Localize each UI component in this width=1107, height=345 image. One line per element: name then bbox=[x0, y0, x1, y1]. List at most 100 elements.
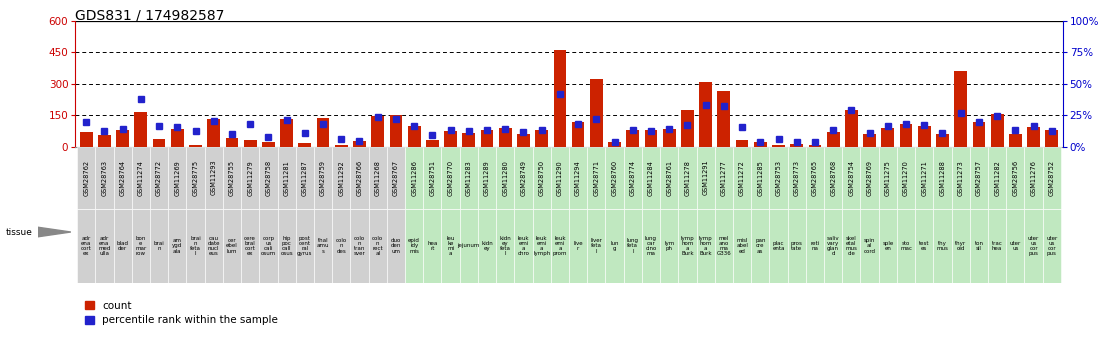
Bar bbox=[824, 147, 842, 209]
Bar bbox=[205, 209, 223, 283]
Bar bbox=[515, 147, 532, 209]
Text: GSM11281: GSM11281 bbox=[283, 160, 290, 196]
Bar bbox=[241, 147, 259, 209]
Text: leuk
emi
a
prom: leuk emi a prom bbox=[552, 236, 567, 256]
Text: bon
e
mar
row: bon e mar row bbox=[135, 236, 146, 256]
Bar bbox=[623, 209, 642, 283]
Text: GSM11291: GSM11291 bbox=[703, 160, 708, 196]
Text: colo
n
rect
al: colo n rect al bbox=[372, 236, 383, 256]
Text: kidn
ey
feta
l: kidn ey feta l bbox=[499, 236, 511, 256]
Bar bbox=[660, 209, 679, 283]
Text: GSM11285: GSM11285 bbox=[757, 160, 764, 196]
Text: lymp
hom
a
Burk: lymp hom a Burk bbox=[681, 236, 694, 256]
Bar bbox=[132, 209, 149, 283]
Text: epid
idy
mis: epid idy mis bbox=[408, 238, 420, 254]
Bar bbox=[444, 131, 457, 147]
Text: GSM11290: GSM11290 bbox=[557, 160, 562, 196]
Text: tissue: tissue bbox=[6, 227, 32, 237]
Text: GSM11288: GSM11288 bbox=[940, 160, 945, 196]
Bar bbox=[554, 50, 567, 147]
Text: GSM28775: GSM28775 bbox=[193, 160, 198, 196]
Bar bbox=[973, 122, 985, 147]
Bar bbox=[1024, 147, 1043, 209]
Bar bbox=[332, 209, 351, 283]
Bar bbox=[405, 209, 423, 283]
Text: GSM28774: GSM28774 bbox=[630, 160, 635, 196]
Text: GSM28761: GSM28761 bbox=[666, 160, 672, 196]
Bar bbox=[970, 147, 989, 209]
Bar bbox=[551, 209, 569, 283]
Bar bbox=[752, 147, 769, 209]
Bar bbox=[278, 209, 296, 283]
Text: reti
na: reti na bbox=[810, 241, 819, 251]
Bar bbox=[423, 209, 442, 283]
Text: post
cent
ral
gyrus: post cent ral gyrus bbox=[297, 236, 312, 256]
Text: hip
poc
call
osus: hip poc call osus bbox=[280, 236, 293, 256]
Bar bbox=[842, 209, 860, 283]
Bar bbox=[132, 147, 149, 209]
Text: GSM11270: GSM11270 bbox=[903, 160, 909, 196]
Bar bbox=[933, 147, 952, 209]
Text: live
r: live r bbox=[573, 241, 583, 251]
Text: GSM11282: GSM11282 bbox=[994, 160, 1000, 196]
Text: GSM28759: GSM28759 bbox=[320, 160, 327, 196]
Bar bbox=[991, 114, 1004, 147]
Bar bbox=[390, 115, 402, 147]
Bar bbox=[954, 71, 968, 147]
Bar bbox=[644, 130, 658, 147]
Text: GSM11289: GSM11289 bbox=[484, 160, 490, 196]
Bar bbox=[114, 147, 132, 209]
Text: corp
us
cali
osum: corp us cali osum bbox=[261, 236, 276, 256]
Text: GSM11283: GSM11283 bbox=[466, 160, 472, 196]
Bar bbox=[168, 209, 186, 283]
Bar bbox=[223, 147, 241, 209]
Bar bbox=[95, 147, 114, 209]
Text: ton
sil: ton sil bbox=[974, 241, 983, 251]
Bar bbox=[423, 147, 442, 209]
Bar bbox=[278, 147, 296, 209]
Text: uter
us: uter us bbox=[1010, 241, 1021, 251]
Bar bbox=[405, 147, 423, 209]
Bar bbox=[918, 126, 931, 147]
Text: GSM11287: GSM11287 bbox=[302, 160, 308, 196]
Bar bbox=[95, 209, 114, 283]
Text: thal
amu
s: thal amu s bbox=[317, 238, 329, 254]
Bar bbox=[952, 209, 970, 283]
Text: GSM11280: GSM11280 bbox=[503, 160, 508, 196]
Text: colo
n
des: colo n des bbox=[335, 238, 346, 254]
Bar bbox=[351, 147, 369, 209]
Text: GSM28766: GSM28766 bbox=[356, 160, 362, 196]
Bar bbox=[369, 147, 386, 209]
Bar bbox=[587, 147, 606, 209]
Bar bbox=[590, 79, 602, 147]
Bar bbox=[168, 147, 186, 209]
Text: GSM28760: GSM28760 bbox=[611, 160, 618, 196]
Bar bbox=[244, 140, 257, 147]
Text: GSM11293: GSM11293 bbox=[210, 160, 217, 196]
Bar bbox=[459, 209, 478, 283]
Text: GSM28753: GSM28753 bbox=[776, 160, 782, 196]
Bar bbox=[170, 129, 184, 147]
Bar bbox=[642, 147, 660, 209]
Bar bbox=[900, 124, 912, 147]
Bar bbox=[681, 110, 694, 147]
Text: GSM11292: GSM11292 bbox=[339, 160, 344, 196]
Bar bbox=[773, 145, 785, 147]
Text: GSM28764: GSM28764 bbox=[120, 160, 125, 196]
Bar bbox=[296, 209, 314, 283]
Bar bbox=[442, 147, 459, 209]
Text: liver
feta
l: liver feta l bbox=[590, 238, 602, 254]
Bar bbox=[754, 142, 767, 147]
Bar bbox=[463, 133, 475, 147]
Polygon shape bbox=[38, 227, 71, 237]
Bar bbox=[1043, 147, 1061, 209]
Text: jejunum: jejunum bbox=[457, 243, 480, 248]
Bar bbox=[1043, 209, 1061, 283]
Bar bbox=[736, 140, 748, 147]
Bar bbox=[1024, 209, 1043, 283]
Text: GSM28762: GSM28762 bbox=[83, 160, 90, 196]
Bar bbox=[99, 135, 111, 147]
Text: GSM11268: GSM11268 bbox=[374, 160, 381, 196]
Text: cer
ebel
lum: cer ebel lum bbox=[226, 238, 238, 254]
Bar bbox=[317, 118, 330, 147]
